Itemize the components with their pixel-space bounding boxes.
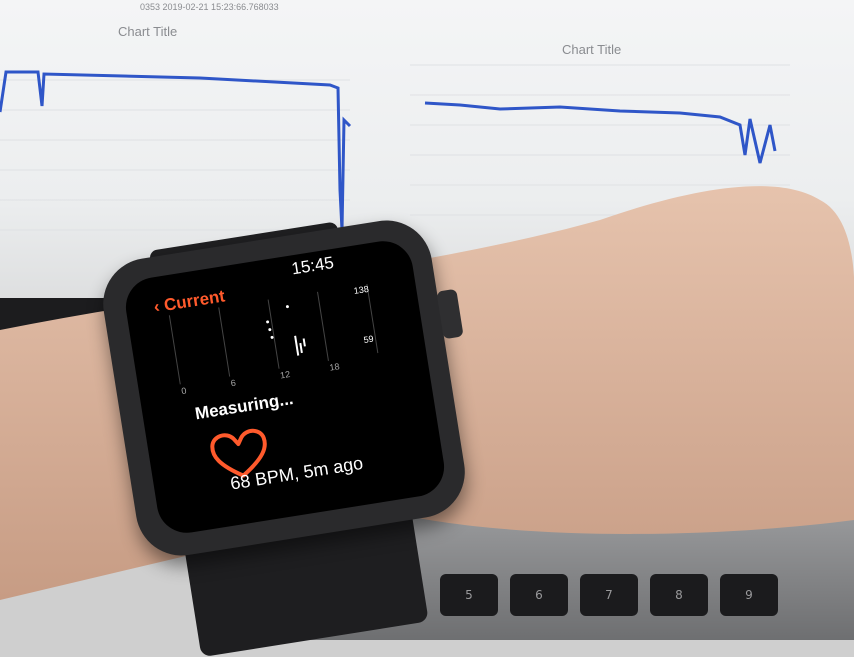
chart-bar xyxy=(299,342,303,354)
chart-y-min: 59 xyxy=(363,334,374,345)
key-9: 9 xyxy=(720,574,778,616)
chart-bar xyxy=(294,335,300,356)
chart-point xyxy=(285,305,289,309)
heart-outline-icon xyxy=(210,428,267,478)
key-7: 7 xyxy=(580,574,638,616)
monitor-header-text: 0353 2019-02-21 15:23:66.768033 xyxy=(140,2,279,12)
measuring-status: Measuring... xyxy=(193,388,295,424)
heart-rate-chart: 138 59 0 6 12 18 xyxy=(168,284,379,395)
right-chart-plot xyxy=(410,64,790,216)
key-8: 8 xyxy=(650,574,708,616)
chart-x-tick: 12 xyxy=(279,369,290,380)
watch-screen: ‹ Current 15:45 138 59 0 6 12 18 Measuri… xyxy=(121,236,449,538)
chart-x-tick: 0 xyxy=(181,386,188,395)
right-chart-title: Chart Title xyxy=(562,42,622,57)
key-6: 6 xyxy=(510,574,568,616)
watch-time: 15:45 xyxy=(290,252,336,279)
left-chart-title: Chart Title xyxy=(118,24,178,39)
chart-y-max: 138 xyxy=(353,284,369,296)
chart-point xyxy=(266,320,270,324)
chart-bar xyxy=(302,338,306,347)
chart-x-tick: 18 xyxy=(329,361,340,372)
chart-x-tick: 6 xyxy=(230,378,237,389)
chevron-left-icon: ‹ xyxy=(152,296,161,317)
chart-point xyxy=(270,335,274,339)
key-5: 5 xyxy=(440,574,498,616)
chart-point xyxy=(268,328,272,332)
